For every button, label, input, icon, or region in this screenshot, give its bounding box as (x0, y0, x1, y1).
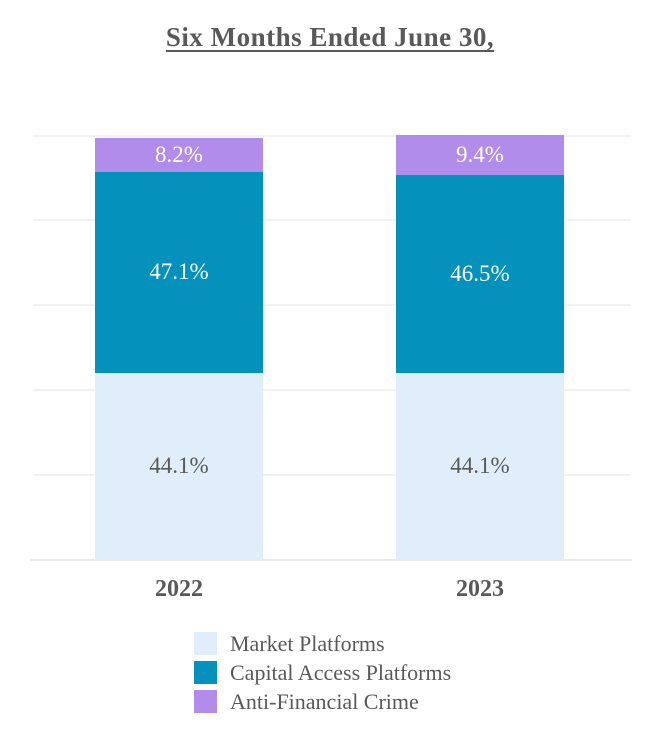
segment-capital-access-platforms-2022: 47.1% (95, 172, 263, 373)
segment-label: 44.1% (149, 453, 209, 479)
legend-swatch-market-platforms (194, 632, 217, 655)
x-axis-label-2022: 2022 (155, 576, 203, 602)
segment-market-platforms-2022: 44.1% (95, 372, 263, 560)
legend-item-market-platforms: Market Platforms (194, 629, 451, 658)
x-axis-label-2023: 2023 (456, 576, 504, 602)
segment-label: 46.5% (450, 260, 510, 286)
plot-area: 44.1% 47.1% 8.2% 44.1% 46.5% 9.4% (33, 135, 631, 560)
segment-label: 8.2% (155, 141, 203, 167)
legend-label: Market Platforms (230, 630, 385, 656)
legend-item-anti-financial-crime: Anti-Financial Crime (194, 687, 451, 716)
gridline-60 (33, 304, 631, 306)
gridline-100 (33, 135, 631, 137)
x-axis-baseline (30, 559, 632, 561)
bar-2022: 44.1% 47.1% 8.2% (95, 137, 263, 560)
segment-label: 9.4% (456, 141, 504, 167)
legend-item-capital-access-platforms: Capital Access Platforms (194, 658, 451, 687)
bar-2023: 44.1% 46.5% 9.4% (396, 135, 564, 560)
segment-market-platforms-2023: 44.1% (396, 372, 564, 560)
gridline-20 (33, 474, 631, 476)
segment-anti-financial-crime-2023: 9.4% (396, 135, 564, 175)
legend-label: Anti-Financial Crime (230, 688, 419, 714)
legend-swatch-anti-financial-crime (194, 690, 217, 713)
legend-label: Capital Access Platforms (230, 659, 452, 685)
segment-label: 47.1% (149, 259, 209, 285)
segment-capital-access-platforms-2023: 46.5% (396, 174, 564, 373)
legend-swatch-capital-access-platforms (194, 661, 217, 684)
gridline-40 (33, 389, 631, 391)
gridline-80 (33, 219, 631, 221)
segment-label: 44.1% (450, 453, 510, 479)
chart-title-text: Six Months Ended June 30, (165, 22, 495, 52)
segment-anti-financial-crime-2022: 8.2% (95, 137, 263, 173)
legend: Market Platforms Capital Access Platforms… (194, 629, 451, 716)
chart-title: Six Months Ended June 30, (0, 22, 660, 53)
